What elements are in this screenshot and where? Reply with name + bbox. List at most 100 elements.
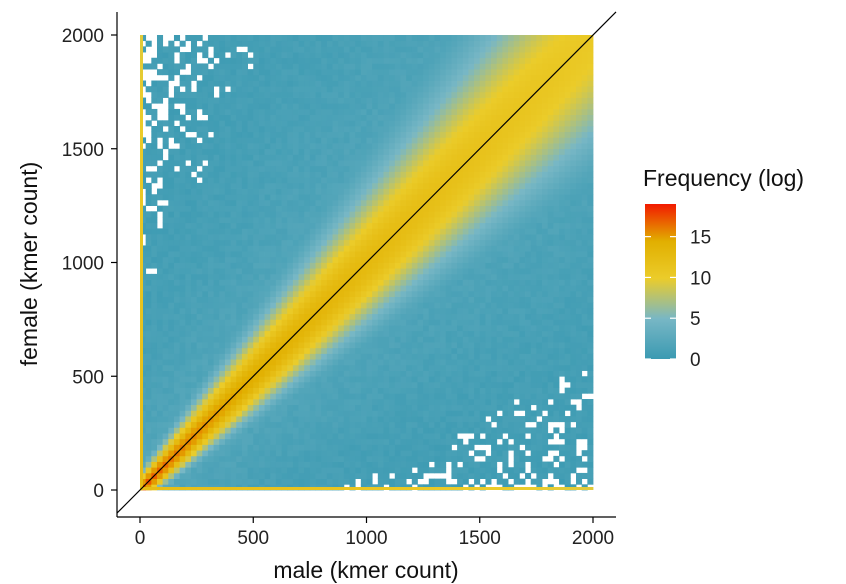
heatmap-cell	[207, 467, 215, 474]
heatmap-cell	[145, 302, 152, 309]
heatmap-cell	[338, 416, 345, 423]
heatmap-cell	[389, 239, 396, 246]
heatmap-cell	[196, 182, 203, 189]
heatmap-cell	[315, 285, 322, 292]
heatmap-cell	[377, 222, 384, 229]
heatmap-cell	[485, 143, 492, 150]
heatmap-cell	[179, 182, 186, 189]
heatmap-cell	[496, 165, 503, 172]
heatmap-cell	[275, 188, 282, 195]
heatmap-cell	[338, 103, 345, 110]
heatmap-cell	[309, 336, 316, 343]
heatmap-cell	[236, 302, 243, 309]
heatmap-cell	[389, 86, 396, 93]
heatmap-cell	[241, 120, 248, 127]
heatmap-cell	[168, 450, 175, 457]
heatmap-cell	[485, 108, 492, 115]
heatmap-cell	[190, 262, 198, 269]
heatmap-cell	[298, 268, 305, 275]
heatmap-cell	[241, 80, 248, 87]
heatmap-cell	[321, 427, 328, 434]
heatmap-cell	[321, 347, 328, 354]
heatmap-cell	[417, 177, 424, 184]
heatmap-cell	[440, 450, 447, 457]
heatmap-cell	[298, 387, 305, 394]
heatmap-cell	[400, 455, 407, 462]
heatmap-cell	[185, 353, 192, 360]
heatmap-cell	[145, 399, 152, 406]
heatmap-cell	[190, 268, 198, 275]
heatmap-cell	[224, 273, 231, 280]
heatmap-cell	[179, 472, 186, 479]
heatmap-cell	[349, 131, 356, 138]
heatmap-cell	[423, 217, 430, 224]
heatmap-cell	[451, 245, 458, 252]
heatmap-cell	[309, 427, 316, 434]
heatmap-cell	[338, 160, 345, 167]
heatmap-cell	[168, 359, 175, 366]
heatmap-cell	[202, 478, 209, 485]
heatmap-cell	[173, 245, 181, 252]
heatmap-cell	[315, 46, 322, 53]
heatmap-cell	[502, 444, 509, 451]
heatmap-cell	[213, 325, 220, 332]
heatmap-cell	[326, 472, 333, 479]
heatmap-cell	[145, 239, 152, 246]
heatmap-cell	[287, 256, 294, 263]
heatmap-cell	[468, 205, 475, 212]
heatmap-cell	[179, 433, 186, 440]
heatmap-cell	[451, 416, 458, 423]
heatmap-cell	[253, 160, 260, 167]
heatmap-cell	[349, 182, 356, 189]
heatmap-cell	[140, 370, 147, 377]
heatmap-cell	[264, 268, 271, 275]
heatmap-cell	[338, 472, 345, 479]
heatmap-cell	[140, 285, 147, 292]
heatmap-cell	[377, 194, 384, 201]
heatmap-cell	[491, 416, 498, 423]
heatmap-cell	[298, 438, 305, 445]
heatmap-cell	[400, 114, 407, 121]
heatmap-cell	[377, 80, 384, 87]
heatmap-cell	[434, 273, 441, 280]
heatmap-cell	[309, 188, 316, 195]
heatmap-cell	[196, 148, 203, 155]
heatmap-cell	[355, 421, 362, 428]
heatmap-cell	[417, 404, 424, 411]
heatmap-cell	[253, 279, 260, 286]
heatmap-cell	[258, 268, 265, 275]
heatmap-cell	[162, 46, 169, 53]
heatmap-cell	[496, 262, 503, 269]
heatmap-cell	[360, 336, 367, 343]
heatmap-cell	[309, 308, 316, 315]
heatmap-cell	[451, 290, 458, 297]
heatmap-cell	[428, 381, 435, 388]
heatmap-cell	[502, 302, 509, 309]
heatmap-cell	[258, 205, 265, 212]
heatmap-cell	[326, 427, 333, 434]
heatmap-cell	[287, 148, 294, 155]
heatmap-cell	[140, 165, 147, 172]
heatmap-cell	[202, 80, 209, 87]
heatmap-cell	[462, 302, 469, 309]
heatmap-cell	[156, 342, 164, 349]
heatmap-cell	[140, 393, 147, 400]
heatmap-cell	[236, 35, 243, 42]
heatmap-cell	[275, 148, 282, 155]
heatmap-cell	[219, 273, 226, 280]
heatmap-cell	[241, 143, 248, 150]
heatmap-cell	[468, 46, 475, 53]
heatmap-cell	[479, 80, 486, 87]
heatmap-cell	[502, 137, 509, 144]
heatmap-cell	[400, 268, 407, 275]
heatmap-cell	[355, 404, 362, 411]
heatmap-cell	[462, 308, 469, 315]
heatmap-cell	[292, 171, 299, 178]
heatmap-cell	[241, 108, 248, 115]
heatmap-cell	[253, 177, 260, 184]
heatmap-cell	[474, 46, 481, 53]
heatmap-cell	[219, 256, 226, 263]
heatmap-cell	[445, 410, 452, 417]
heatmap-cell	[173, 376, 181, 383]
heatmap-cell	[156, 35, 164, 42]
